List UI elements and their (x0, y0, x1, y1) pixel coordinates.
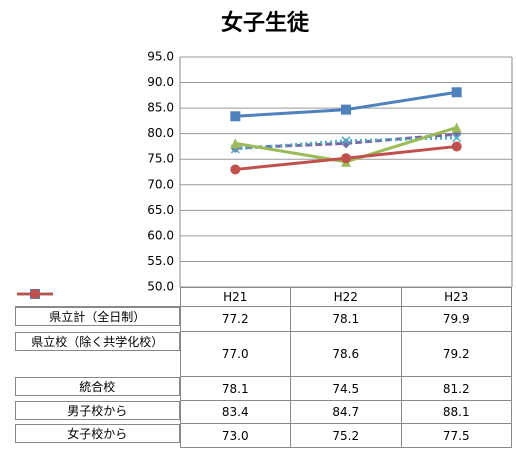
y-tick-label: 65.0 (147, 203, 174, 217)
y-tick-label: 80.0 (147, 126, 174, 140)
table-value: 73.0 (179, 423, 291, 448)
legend-cell: 県立計（全日制） (15, 288, 180, 326)
legend-label: 女子校から (67, 426, 128, 441)
point (230, 138, 241, 149)
table-value: 78.1 (290, 306, 402, 332)
legend-label: 県立校（除く共学化校） (31, 334, 164, 349)
table-value: 84.7 (290, 400, 402, 424)
x-tick-label: H21 (179, 287, 291, 307)
table-value: 83.4 (179, 400, 291, 424)
legend-label: 統合校 (79, 379, 116, 394)
legend-cell: 男子校から (15, 288, 180, 420)
table-value: 88.1 (400, 400, 512, 424)
point (452, 133, 462, 143)
y-tick-label: 75.0 (147, 152, 174, 166)
table-row: 県立計（全日制） 77.2 78.1 79.9 (15, 288, 512, 332)
legend-cell: 女子校から (15, 288, 180, 443)
point (341, 153, 351, 164)
corner-cell (15, 287, 181, 307)
y-tick-label: 60.0 (147, 228, 174, 242)
point (341, 136, 351, 146)
chart-title: 女子生徒 (221, 10, 310, 36)
legend-label: 県立計（全日制） (49, 310, 146, 324)
point (230, 111, 241, 122)
point (230, 164, 241, 175)
point (341, 138, 351, 149)
table-row: 女子校から 73.0 75.2 77.5 (15, 288, 512, 448)
legend-marker (30, 288, 40, 299)
header-row: H21 H22 H23 (15, 287, 512, 307)
table-value: 74.5 (290, 376, 402, 401)
data-table: H21 H22 H23 県立計（全日制） 77.2 78.1 79.9 県立校（除く共学化校）… (15, 287, 512, 448)
point (451, 141, 462, 152)
y-tick-label: 85.0 (147, 101, 174, 115)
table-value: 77.0 (179, 331, 291, 377)
table-value: 81.2 (400, 376, 512, 401)
y-tick-label: 70.0 (147, 177, 174, 191)
y-tick-label: 90.0 (147, 75, 174, 89)
legend-cell: 統合校 (15, 288, 180, 396)
legend-cell: 県立校（除く共学化校） (15, 288, 180, 351)
table-value: 77.5 (400, 423, 512, 448)
table-value: 78.6 (290, 331, 402, 377)
table-value: 77.2 (179, 306, 291, 332)
point (451, 122, 462, 133)
legend-key (17, 288, 53, 299)
table-value: 78.1 (179, 376, 291, 401)
x-tick-label: H22 (290, 287, 402, 307)
table-value: 79.2 (400, 331, 512, 377)
table-row: 男子校から 83.4 84.7 88.1 (15, 288, 512, 424)
point (451, 87, 462, 98)
table-row: 統合校 78.1 74.5 81.2 (15, 288, 512, 401)
table-value: 75.2 (290, 423, 402, 448)
legend-label: 男子校から (67, 403, 128, 418)
y-tick-label: 55.0 (147, 254, 174, 268)
y-tick-label: 95.0 (147, 50, 174, 64)
point (341, 104, 351, 115)
table-value: 79.9 (400, 306, 512, 332)
x-tick-label: H23 (400, 287, 512, 307)
table-row: 県立校（除く共学化校） 77.0 78.6 79.2 (15, 288, 512, 377)
